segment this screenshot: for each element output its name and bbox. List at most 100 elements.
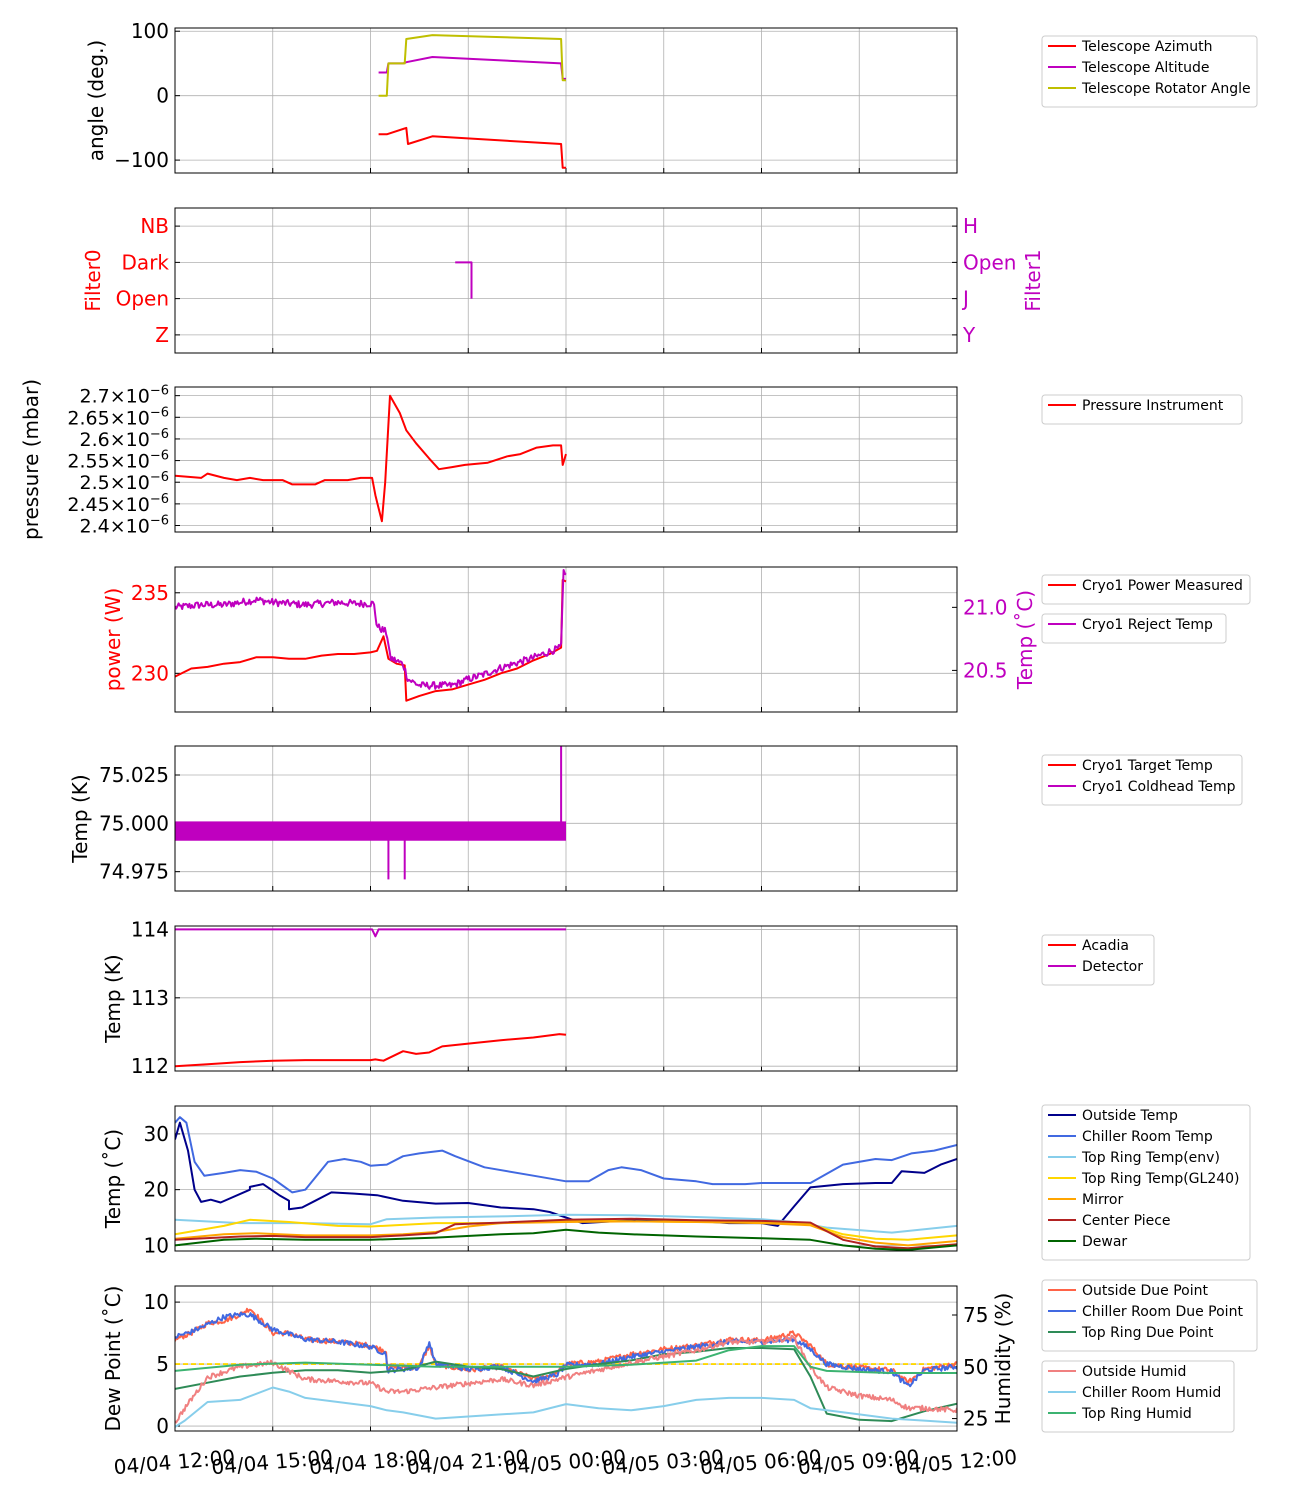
panel-dew_humid: 0 5 10 Dew Point (˚C) 25 50 75 Humidity (%) Outs… bbox=[101, 1279, 1258, 1438]
y-right-tick-label: H bbox=[963, 214, 978, 238]
legend-entry: Top Ring Temp(GL240) bbox=[1081, 1171, 1240, 1187]
y-tick-label: 10 bbox=[144, 1233, 169, 1257]
legend-frame bbox=[1041, 574, 1251, 605]
y-axis-label: pressure (mbar) bbox=[19, 379, 43, 540]
legend-frame bbox=[1041, 754, 1243, 806]
legend: Cryo1 Target Temp Cryo1 Coldhead Temp bbox=[1041, 754, 1243, 806]
y-right-tick-label: 25 bbox=[963, 1407, 988, 1431]
y-tick-label: Z bbox=[155, 323, 169, 347]
legend-frame bbox=[1041, 934, 1155, 986]
legend: Pressure Instrument bbox=[1041, 394, 1243, 425]
plot-frame bbox=[174, 386, 958, 533]
plot-frame bbox=[174, 207, 958, 354]
panel-cryo_temp: 74.975 75.000 75.025 Temp (K) Cryo1 Target T… bbox=[68, 745, 1243, 892]
y-tick-label: 5 bbox=[156, 1352, 169, 1376]
series-line-cryo1-power-measured bbox=[175, 578, 567, 702]
y-right-axis-label: Temp (˚C) bbox=[1013, 590, 1037, 690]
legend: Cryo1 Power Measured bbox=[1041, 574, 1251, 605]
plot-frame bbox=[174, 27, 958, 174]
legend-entry: Pressure Instrument bbox=[1082, 398, 1224, 414]
series-layer bbox=[455, 261, 473, 299]
legend-frame bbox=[1041, 1104, 1251, 1261]
y-tick-label: 235 bbox=[131, 581, 169, 605]
series-coldhead-band bbox=[175, 821, 566, 841]
y-axis-label: Temp (˚C) bbox=[101, 1129, 125, 1229]
legend-entry: Telescope Altitude bbox=[1081, 60, 1210, 76]
series-layer bbox=[175, 1307, 957, 1428]
legend-entry: Dewar bbox=[1082, 1234, 1127, 1250]
y-tick-label: 2.45×10−6 bbox=[67, 492, 169, 516]
series-layer bbox=[175, 928, 567, 1068]
series-layer bbox=[175, 569, 567, 702]
legend: Cryo1 Reject Temp bbox=[1041, 613, 1227, 644]
legend-entry: Acadia bbox=[1082, 938, 1129, 954]
series-line-cryo1-reject-temp bbox=[175, 569, 567, 690]
series-layer bbox=[175, 394, 567, 523]
plot-frame bbox=[174, 1105, 958, 1252]
y-tick-label: 113 bbox=[131, 986, 169, 1010]
series-line-acadia bbox=[175, 1033, 567, 1068]
legend-entry: Outside Temp bbox=[1082, 1108, 1178, 1124]
y-tick-label: 0 bbox=[156, 84, 169, 108]
plot-frame bbox=[174, 925, 958, 1072]
series-line-dewar bbox=[175, 1228, 957, 1251]
legend-entry: Outside Due Point bbox=[1082, 1283, 1209, 1299]
y-tick-label: 75.025 bbox=[99, 763, 169, 787]
legend-entry: Cryo1 Reject Temp bbox=[1082, 617, 1213, 633]
y-tick-label: 0 bbox=[156, 1414, 169, 1438]
y-tick-label: 2.65×10−6 bbox=[67, 405, 169, 429]
series-layer bbox=[175, 746, 566, 880]
legend-entry: Chiller Room Due Point bbox=[1082, 1304, 1243, 1320]
y-right-tick-label: 50 bbox=[963, 1355, 988, 1379]
y-tick-label: 2.7×10−6 bbox=[80, 384, 170, 408]
legend-entry: Mirror bbox=[1082, 1192, 1123, 1208]
legend-frame bbox=[1041, 1279, 1258, 1352]
legend-entry: Center Piece bbox=[1082, 1213, 1171, 1229]
series-line-telescope-rotator-angle bbox=[378, 34, 566, 97]
series-line-chiller-room-humid bbox=[175, 1386, 957, 1428]
y-right-tick-label: 20.5 bbox=[963, 658, 1008, 682]
y-tick-label: 2.6×10−6 bbox=[80, 427, 170, 451]
legend: Telescope Azimuth Telescope Altitude Teles… bbox=[1041, 35, 1258, 108]
y-tick-label: 114 bbox=[131, 917, 169, 941]
legend-frame bbox=[1041, 1360, 1235, 1433]
y-tick-label: 74.975 bbox=[99, 860, 169, 884]
panel-env_temp: 10 20 30 Temp (˚C) Outside Temp Chiller Room … bbox=[101, 1104, 1251, 1261]
series-layer bbox=[378, 34, 566, 169]
series-line-chiller-room-temp bbox=[175, 1116, 957, 1194]
y-tick-label: 10 bbox=[144, 1290, 169, 1314]
plot-frame bbox=[174, 566, 958, 713]
legend-entry: Cryo1 Coldhead Temp bbox=[1082, 779, 1236, 795]
legend-frame bbox=[1041, 613, 1227, 644]
y-tick-label: NB bbox=[140, 214, 169, 238]
y-axis-label: Filter0 bbox=[81, 249, 105, 311]
y-tick-label: −100 bbox=[114, 148, 169, 172]
legend-entry: Detector bbox=[1082, 959, 1143, 975]
series-line-top-ring-humid bbox=[175, 1345, 957, 1374]
y-tick-label: 2.5×10−6 bbox=[80, 470, 170, 494]
y-right-tick-label: Open bbox=[963, 250, 1016, 274]
series-line-pressure-instrument bbox=[175, 394, 567, 523]
y-tick-label: Dark bbox=[122, 250, 170, 274]
legend-entry: Cryo1 Target Temp bbox=[1082, 758, 1213, 774]
plot-frame bbox=[174, 1285, 958, 1432]
y-right-tick-label: 75 bbox=[963, 1303, 988, 1327]
y-tick-label: 230 bbox=[131, 661, 169, 685]
y-tick-label: 2.4×10−6 bbox=[80, 514, 170, 538]
series-line-mirror bbox=[175, 1220, 957, 1247]
y-right-tick-label: Y bbox=[962, 323, 976, 347]
legend-entry: Chiller Room Temp bbox=[1082, 1129, 1213, 1145]
y-axis-label: Temp (K) bbox=[101, 954, 125, 1043]
legend-entry: Outside Humid bbox=[1082, 1364, 1186, 1380]
y-tick-label: 20 bbox=[144, 1178, 169, 1202]
y-tick-label: Open bbox=[116, 287, 169, 311]
panel-filters: Z Y Open J Dark Open NB H Filter0 Filter1 bbox=[81, 207, 1045, 354]
y-tick-label: 2.55×10−6 bbox=[67, 449, 169, 473]
series-line-telescope-azimuth bbox=[378, 126, 566, 169]
y-right-tick-label: 21.0 bbox=[963, 595, 1008, 619]
series-layer bbox=[175, 1116, 957, 1251]
